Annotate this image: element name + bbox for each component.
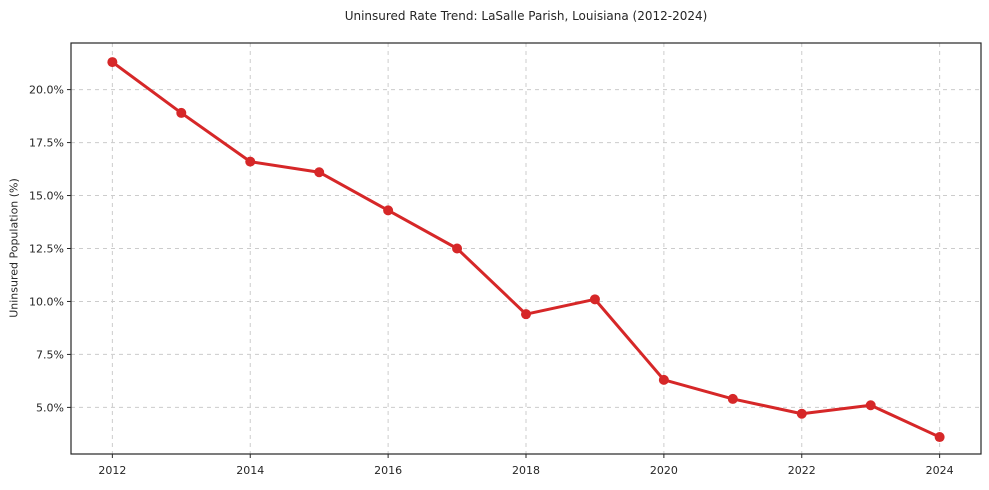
data-point-2014 <box>245 156 256 167</box>
x-tick-label: 2024 <box>926 464 954 477</box>
data-point-2017 <box>452 243 463 254</box>
x-tick-label: 2012 <box>98 464 126 477</box>
data-point-2019 <box>589 294 600 305</box>
data-point-2012 <box>107 57 118 68</box>
x-tick-label: 2022 <box>788 464 816 477</box>
y-tick-label: 10.0% <box>29 295 64 308</box>
y-tick-label: 7.5% <box>36 348 64 361</box>
x-tick-label: 2018 <box>512 464 540 477</box>
data-point-2023 <box>865 400 876 411</box>
y-tick-label: 20.0% <box>29 84 64 97</box>
x-tick-label: 2014 <box>236 464 264 477</box>
data-point-2016 <box>383 205 394 216</box>
data-point-2013 <box>176 107 187 118</box>
y-tick-label: 5.0% <box>36 401 64 414</box>
data-point-2024 <box>934 432 945 443</box>
x-tick-label: 2020 <box>650 464 678 477</box>
data-point-2021 <box>727 393 738 404</box>
y-tick-label: 12.5% <box>29 243 64 256</box>
y-tick-label: 17.5% <box>29 137 64 150</box>
y-tick-label: 15.0% <box>29 190 64 203</box>
x-tick-label: 2016 <box>374 464 402 477</box>
data-point-2018 <box>521 309 531 320</box>
data-point-2022 <box>796 408 807 419</box>
data-point-2015 <box>314 167 325 178</box>
chart-title: Uninsured Rate Trend: LaSalle Parish, Lo… <box>344 9 708 23</box>
data-point-2020 <box>658 374 669 385</box>
